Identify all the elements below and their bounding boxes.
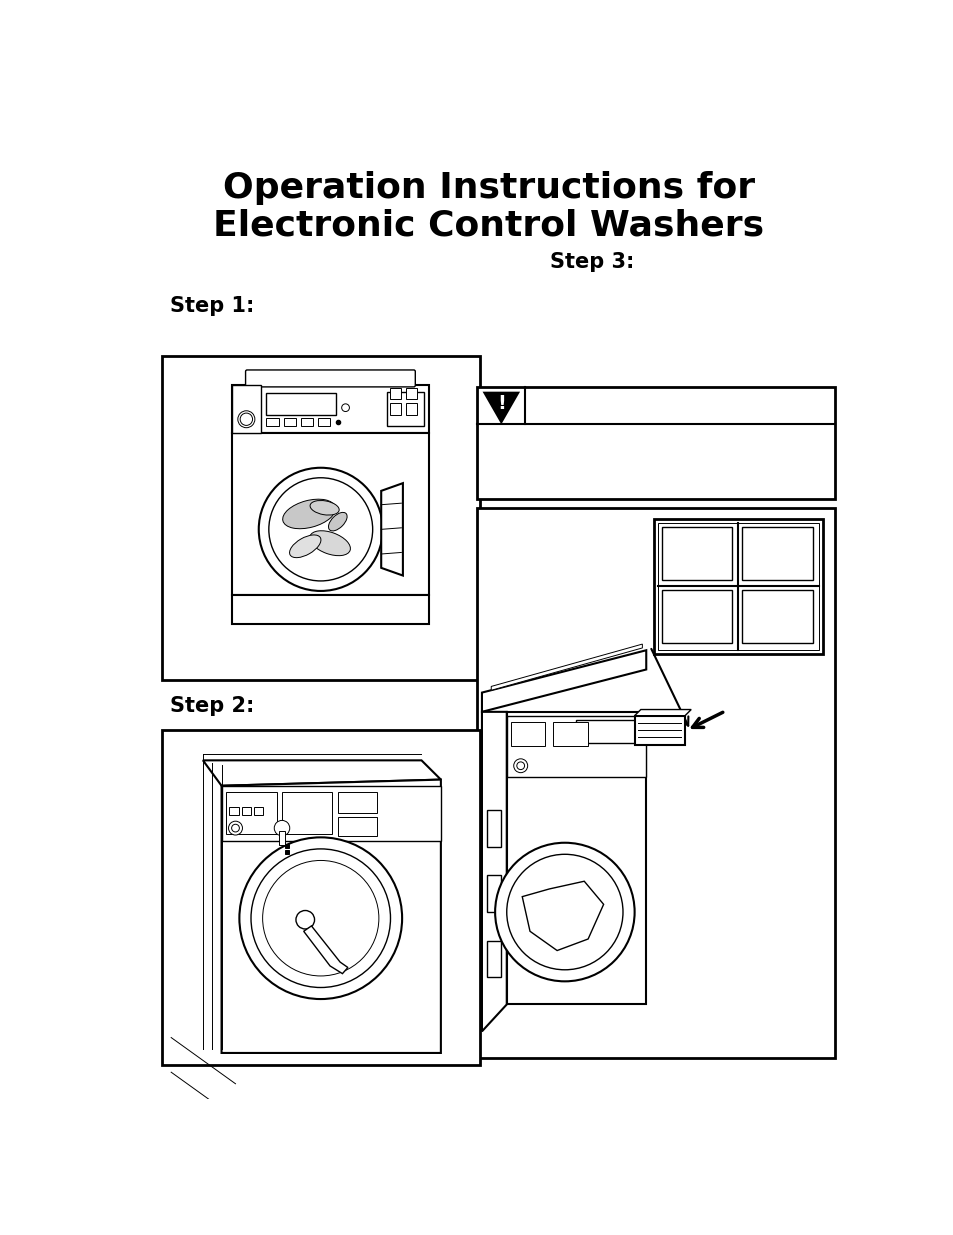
Bar <box>337 816 376 836</box>
Bar <box>386 391 423 426</box>
Bar <box>162 356 479 679</box>
Bar <box>654 520 822 655</box>
Bar <box>232 385 429 433</box>
Ellipse shape <box>310 500 339 515</box>
Bar <box>229 808 238 815</box>
Circle shape <box>274 820 290 836</box>
Bar <box>253 808 263 815</box>
Bar <box>661 590 732 643</box>
Text: Step 2:: Step 2: <box>170 697 253 716</box>
Polygon shape <box>491 645 641 690</box>
Bar <box>221 785 440 841</box>
Bar <box>285 850 289 853</box>
Bar <box>232 433 429 595</box>
Circle shape <box>229 821 242 835</box>
Circle shape <box>269 478 373 580</box>
Polygon shape <box>303 926 348 973</box>
Circle shape <box>251 848 390 988</box>
Bar <box>658 524 819 651</box>
Circle shape <box>237 411 254 427</box>
Circle shape <box>258 468 382 592</box>
Bar <box>390 388 401 399</box>
Circle shape <box>341 404 349 411</box>
Bar <box>576 720 634 742</box>
Bar <box>390 403 401 415</box>
Bar <box>406 388 416 399</box>
Ellipse shape <box>290 535 320 558</box>
Polygon shape <box>221 779 440 1053</box>
Bar <box>317 419 330 426</box>
Text: Operation Instructions for: Operation Instructions for <box>223 172 754 205</box>
Ellipse shape <box>282 499 335 529</box>
Circle shape <box>239 837 402 999</box>
Text: !: ! <box>497 394 505 412</box>
Bar <box>278 831 285 845</box>
Bar <box>241 808 251 815</box>
Circle shape <box>262 861 378 976</box>
Polygon shape <box>381 483 402 576</box>
Bar <box>487 941 500 977</box>
Bar <box>634 716 684 745</box>
Bar <box>337 792 376 814</box>
Bar <box>162 730 479 1065</box>
Bar <box>487 876 500 911</box>
Polygon shape <box>484 393 517 421</box>
Bar <box>406 403 416 415</box>
Circle shape <box>232 824 239 832</box>
Circle shape <box>517 762 524 769</box>
Bar <box>285 845 289 848</box>
Bar <box>232 385 261 433</box>
Bar <box>266 393 335 415</box>
Bar <box>476 508 835 1058</box>
Bar <box>741 527 812 580</box>
Text: Step 1:: Step 1: <box>170 296 253 316</box>
Bar <box>232 595 429 624</box>
Text: Electronic Control Washers: Electronic Control Washers <box>213 209 763 242</box>
Text: Step 3:: Step 3: <box>549 252 634 272</box>
Bar <box>506 716 645 777</box>
Circle shape <box>295 910 314 929</box>
Bar <box>476 387 835 499</box>
Bar <box>741 590 812 643</box>
Polygon shape <box>481 711 506 1031</box>
Ellipse shape <box>328 513 347 531</box>
Bar <box>266 419 278 426</box>
Circle shape <box>240 412 253 425</box>
Circle shape <box>495 842 634 982</box>
Bar <box>661 527 732 580</box>
Bar <box>487 810 500 846</box>
Polygon shape <box>481 651 645 711</box>
Circle shape <box>513 758 527 773</box>
Bar <box>282 792 332 835</box>
Bar <box>300 419 313 426</box>
Bar <box>226 792 276 835</box>
Bar <box>283 419 295 426</box>
Bar <box>553 721 587 746</box>
FancyBboxPatch shape <box>245 370 415 387</box>
Polygon shape <box>203 761 440 785</box>
Polygon shape <box>634 710 691 716</box>
Polygon shape <box>521 882 603 951</box>
Ellipse shape <box>310 531 350 556</box>
Bar <box>510 721 545 746</box>
Bar <box>506 711 645 1004</box>
Circle shape <box>506 855 622 969</box>
